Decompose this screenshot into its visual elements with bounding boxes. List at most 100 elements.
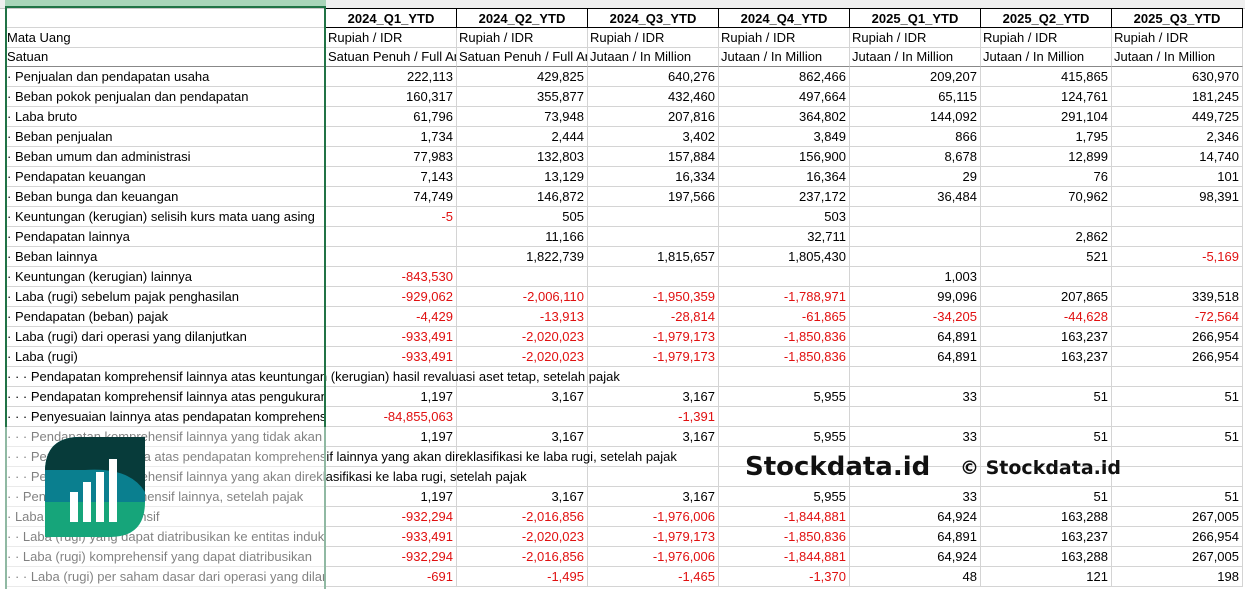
currency-cell[interactable]: Rupiah / IDR — [326, 28, 457, 48]
value-cell[interactable]: 266,954 — [1112, 327, 1243, 347]
value-cell[interactable]: 497,664 — [719, 87, 850, 107]
value-cell[interactable]: 3,167 — [588, 387, 719, 407]
value-cell[interactable]: -1,850,836 — [719, 327, 850, 347]
value-cell[interactable]: 14,740 — [1112, 147, 1243, 167]
value-cell[interactable]: -13,913 — [457, 307, 588, 327]
currency-cell[interactable]: Mata Uang — [5, 28, 326, 48]
value-cell[interactable]: 207,816 — [588, 107, 719, 127]
value-cell[interactable]: 7,143 — [326, 167, 457, 187]
row-label[interactable]: · Beban penjualan — [5, 127, 326, 147]
currency-cell[interactable]: Rupiah / IDR — [981, 28, 1112, 48]
value-cell[interactable] — [719, 467, 850, 487]
value-cell[interactable]: 222,113 — [326, 67, 457, 87]
value-cell[interactable]: -932,294 — [326, 507, 457, 527]
value-cell[interactable]: 355,877 — [457, 87, 588, 107]
value-cell[interactable]: 266,954 — [1112, 527, 1243, 547]
value-cell[interactable] — [850, 207, 981, 227]
unit-cell[interactable]: Satuan Penuh / Full Amount — [326, 47, 457, 67]
value-cell[interactable]: -61,865 — [719, 307, 850, 327]
value-cell[interactable] — [719, 407, 850, 427]
value-cell[interactable]: -2,016,856 — [457, 507, 588, 527]
value-cell[interactable]: 3,167 — [588, 427, 719, 447]
value-cell[interactable] — [719, 367, 850, 387]
value-cell[interactable] — [1112, 267, 1243, 287]
row-label[interactable]: · Laba bruto — [5, 107, 326, 127]
value-cell[interactable]: -4,429 — [326, 307, 457, 327]
value-cell[interactable]: -933,491 — [326, 527, 457, 547]
value-cell[interactable]: -34,205 — [850, 307, 981, 327]
value-cell[interactable]: 51 — [1112, 427, 1243, 447]
value-cell[interactable]: -1,850,836 — [719, 347, 850, 367]
value-cell[interactable]: 65,115 — [850, 87, 981, 107]
value-cell[interactable] — [457, 267, 588, 287]
row-label[interactable]: · Laba (rugi) — [5, 347, 326, 367]
value-cell[interactable]: 144,092 — [850, 107, 981, 127]
value-cell[interactable]: 449,725 — [1112, 107, 1243, 127]
value-cell[interactable]: -691 — [326, 567, 457, 587]
value-cell[interactable]: 29 — [850, 167, 981, 187]
value-cell[interactable] — [850, 467, 981, 487]
value-cell[interactable] — [719, 447, 850, 467]
value-cell[interactable] — [326, 367, 457, 387]
value-cell[interactable]: 64,891 — [850, 327, 981, 347]
value-cell[interactable]: 1,805,430 — [719, 247, 850, 267]
unit-cell[interactable]: Jutaan / In Million — [1112, 47, 1243, 67]
value-cell[interactable]: 197,566 — [588, 187, 719, 207]
value-cell[interactable]: 12,899 — [981, 147, 1112, 167]
value-cell[interactable]: -5 — [326, 207, 457, 227]
value-cell[interactable]: 163,288 — [981, 507, 1112, 527]
column-header-cell[interactable]: 2024_Q2_YTD — [457, 8, 588, 28]
value-cell[interactable]: 157,884 — [588, 147, 719, 167]
value-cell[interactable]: -72,564 — [1112, 307, 1243, 327]
value-cell[interactable] — [588, 227, 719, 247]
unit-cell[interactable]: Jutaan / In Million — [719, 47, 850, 67]
value-cell[interactable]: -44,628 — [981, 307, 1112, 327]
row-label[interactable]: · · · Laba (rugi) per saham dasar dari o… — [5, 567, 326, 587]
value-cell[interactable]: 505 — [457, 207, 588, 227]
row-label[interactable]: · Penjualan dan pendapatan usaha — [5, 67, 326, 87]
value-cell[interactable]: -28,814 — [588, 307, 719, 327]
value-cell[interactable]: 364,802 — [719, 107, 850, 127]
value-cell[interactable]: 36,484 — [850, 187, 981, 207]
value-cell[interactable]: 121 — [981, 567, 1112, 587]
value-cell[interactable]: 124,761 — [981, 87, 1112, 107]
value-cell[interactable]: 2,346 — [1112, 127, 1243, 147]
value-cell[interactable] — [850, 247, 981, 267]
value-cell[interactable]: -1,370 — [719, 567, 850, 587]
column-header-a[interactable] — [5, 0, 326, 8]
value-cell[interactable]: 64,924 — [850, 507, 981, 527]
value-cell[interactable] — [981, 367, 1112, 387]
currency-cell[interactable]: Rupiah / IDR — [1112, 28, 1243, 48]
value-cell[interactable] — [850, 447, 981, 467]
value-cell[interactable]: 163,288 — [981, 547, 1112, 567]
value-cell[interactable]: -1,979,173 — [588, 347, 719, 367]
value-cell[interactable]: 198 — [1112, 567, 1243, 587]
value-cell[interactable] — [457, 367, 588, 387]
value-cell[interactable]: 51 — [981, 387, 1112, 407]
value-cell[interactable]: 32,711 — [719, 227, 850, 247]
value-cell[interactable]: -1,950,359 — [588, 287, 719, 307]
column-header-cell[interactable]: 2025_Q3_YTD — [1112, 8, 1243, 28]
value-cell[interactable]: 61,796 — [326, 107, 457, 127]
value-cell[interactable]: 432,460 — [588, 87, 719, 107]
row-label[interactable]: · Laba (rugi) sebelum pajak penghasilan — [5, 287, 326, 307]
value-cell[interactable]: 1,734 — [326, 127, 457, 147]
column-header-cell[interactable]: 2025_Q2_YTD — [981, 8, 1112, 28]
value-cell[interactable] — [981, 447, 1112, 467]
column-header-cell[interactable] — [5, 8, 326, 28]
column-header-cell[interactable]: 2025_Q1_YTD — [850, 8, 981, 28]
value-cell[interactable]: 51 — [1112, 387, 1243, 407]
value-cell[interactable] — [326, 467, 457, 487]
unit-cell[interactable]: Jutaan / In Million — [981, 47, 1112, 67]
value-cell[interactable]: 3,167 — [457, 387, 588, 407]
value-cell[interactable]: 339,518 — [1112, 287, 1243, 307]
value-cell[interactable]: 429,825 — [457, 67, 588, 87]
value-cell[interactable]: -1,844,881 — [719, 507, 850, 527]
value-cell[interactable]: 1,822,739 — [457, 247, 588, 267]
value-cell[interactable]: 70,962 — [981, 187, 1112, 207]
value-cell[interactable]: 1,815,657 — [588, 247, 719, 267]
value-cell[interactable] — [326, 247, 457, 267]
value-cell[interactable]: -1,844,881 — [719, 547, 850, 567]
value-cell[interactable]: 1,197 — [326, 427, 457, 447]
value-cell[interactable]: 51 — [981, 427, 1112, 447]
